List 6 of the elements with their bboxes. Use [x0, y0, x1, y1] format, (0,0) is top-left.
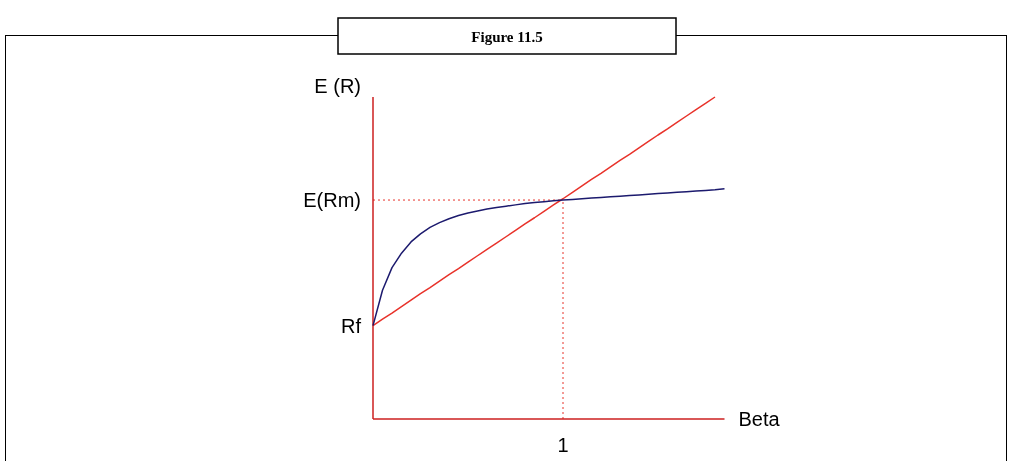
chart-title: Figure 11.5 — [471, 29, 543, 45]
x-axis-title: Beta — [738, 408, 781, 430]
ref-line-label: E(Rm) — [303, 189, 361, 212]
y-axis-title: E (R) — [314, 75, 361, 97]
text: Rf — [341, 314, 362, 337]
text: 1 — [557, 434, 569, 456]
